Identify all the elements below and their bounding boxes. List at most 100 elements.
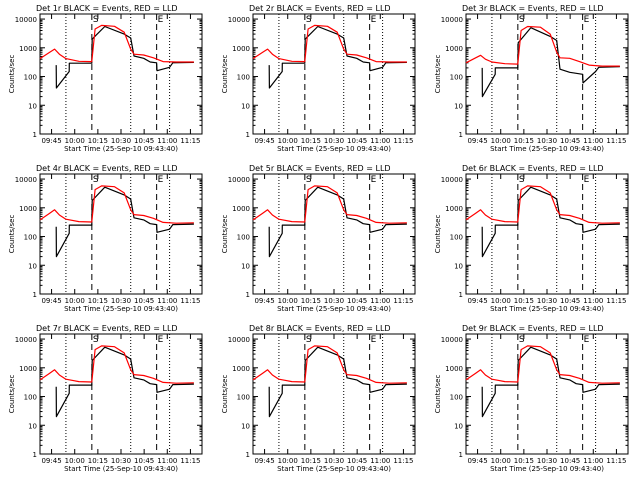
x-tick-label: 10:15	[301, 297, 321, 305]
series-lld-line	[465, 25, 620, 67]
x-tick-label: 10:15	[514, 137, 534, 145]
y-axis-label: Counts/sec	[8, 375, 16, 414]
plot-frame	[252, 173, 416, 295]
y-tick-label: 10000	[441, 336, 463, 344]
y-tick-label: 1000	[232, 365, 250, 373]
x-axis-label: Start Time (25-Sep-10 09:43:40)	[64, 305, 178, 313]
x-tick-label: 10:15	[88, 137, 108, 145]
chart-title: Det 8r BLACK = Events, RED = LLD	[249, 324, 391, 333]
y-tick-label: 1	[459, 451, 463, 459]
chart-panel: Det 1r BLACK = Events, RED = LLD 1 10 100 10…	[8, 4, 203, 153]
y-tick-label: 10000	[228, 16, 250, 24]
marker-s: S	[306, 335, 312, 345]
marker-s: S	[93, 15, 99, 25]
x-tick-label: 10:45	[347, 297, 367, 305]
y-tick-label: 1000	[232, 45, 250, 53]
x-tick-label: 10:15	[88, 457, 108, 465]
x-tick-label: 11:15	[606, 297, 626, 305]
marker-s: S	[519, 175, 525, 185]
marker-s: S	[519, 15, 525, 25]
x-tick-label: 10:15	[88, 297, 108, 305]
chart-panel: Det 3r BLACK = Events, RED = LLD 1 10 100 10…	[434, 4, 629, 153]
y-tick-label: 100	[450, 394, 463, 402]
chart-title: Det 4r BLACK = Events, RED = LLD	[36, 164, 178, 173]
x-tick-label: 10:45	[134, 457, 154, 465]
x-tick-label: 10:00	[278, 457, 298, 465]
x-tick-label: 11:15	[393, 457, 413, 465]
x-tick-label: 09:45	[254, 457, 274, 465]
y-tick-label: 10000	[441, 16, 463, 24]
x-tick-label: 10:15	[514, 457, 534, 465]
x-tick-label: 10:00	[491, 137, 511, 145]
x-tick-label: 10:45	[134, 137, 154, 145]
chart-title: Det 3r BLACK = Events, RED = LLD	[462, 4, 604, 13]
x-tick-label: 11:00	[583, 137, 603, 145]
x-tick-label: 09:45	[41, 297, 61, 305]
x-tick-label: 11:00	[370, 137, 390, 145]
y-axis-label: Counts/sec	[8, 55, 16, 94]
y-tick-label: 1	[246, 451, 250, 459]
x-tick-label: 10:15	[514, 297, 534, 305]
y-tick-label: 1	[33, 131, 37, 139]
y-tick-label: 100	[237, 394, 250, 402]
x-tick-label: 10:00	[491, 297, 511, 305]
y-tick-label: 100	[24, 234, 37, 242]
x-tick-label: 11:15	[180, 137, 200, 145]
x-tick-label: 11:00	[583, 297, 603, 305]
y-tick-label: 100	[237, 234, 250, 242]
plot-frame	[39, 13, 203, 135]
x-axis-label: Start Time (25-Sep-10 09:43:40)	[277, 305, 391, 313]
chart-panel: Det 9r BLACK = Events, RED = LLD 1 10 100 10…	[434, 324, 629, 473]
plot-frame	[39, 333, 203, 455]
x-tick-label: 11:15	[180, 297, 200, 305]
x-axis-label: Start Time (25-Sep-10 09:43:40)	[490, 465, 604, 473]
series-lld-line	[39, 24, 194, 63]
chart-title: Det 2r BLACK = Events, RED = LLD	[249, 4, 391, 13]
x-axis-label: Start Time (25-Sep-10 09:43:40)	[490, 305, 604, 313]
x-tick-label: 09:45	[41, 457, 61, 465]
series-events-line	[268, 346, 407, 418]
series-lld-line	[465, 345, 620, 384]
x-tick-label: 09:45	[467, 457, 487, 465]
y-tick-label: 10	[454, 262, 463, 270]
series-lld-line	[465, 185, 620, 224]
series-lld-line	[252, 345, 407, 384]
series-lld-line	[252, 185, 407, 224]
y-tick-label: 1	[246, 131, 250, 139]
chart-title: Det 6r BLACK = Events, RED = LLD	[462, 164, 604, 173]
x-tick-label: 10:00	[278, 297, 298, 305]
marker-s: S	[93, 335, 99, 345]
x-tick-label: 10:45	[560, 297, 580, 305]
x-tick-label: 10:45	[347, 457, 367, 465]
x-tick-label: 11:00	[157, 137, 177, 145]
series-lld-line	[39, 185, 194, 224]
x-tick-label: 09:45	[254, 137, 274, 145]
x-tick-label: 09:45	[467, 297, 487, 305]
marker-e: E	[371, 15, 377, 25]
x-tick-label: 10:00	[65, 457, 85, 465]
x-tick-label: 10:30	[537, 137, 557, 145]
x-tick-label: 10:00	[65, 297, 85, 305]
series-events-line	[268, 186, 407, 258]
x-axis-label: Start Time (25-Sep-10 09:43:40)	[277, 145, 391, 153]
marker-s: S	[519, 335, 525, 345]
y-tick-label: 10000	[228, 336, 250, 344]
y-tick-label: 10	[241, 262, 250, 270]
chart-panel: Det 4r BLACK = Events, RED = LLD 1 10 100 10…	[8, 164, 203, 313]
x-tick-label: 10:30	[324, 137, 344, 145]
y-tick-label: 1	[246, 291, 250, 299]
chart-title: Det 5r BLACK = Events, RED = LLD	[249, 164, 391, 173]
y-tick-label: 10000	[228, 176, 250, 184]
marker-e: E	[371, 175, 377, 185]
x-tick-label: 09:45	[467, 137, 487, 145]
series-events-line	[481, 27, 620, 98]
y-axis-label: Counts/sec	[221, 215, 229, 254]
x-tick-label: 10:30	[537, 457, 557, 465]
x-tick-label: 10:30	[111, 297, 131, 305]
chart-title: Det 1r BLACK = Events, RED = LLD	[36, 4, 178, 13]
series-events-line	[55, 346, 194, 418]
plot-frame	[465, 173, 629, 295]
x-tick-label: 11:15	[393, 137, 413, 145]
y-tick-label: 10	[241, 422, 250, 430]
marker-e: E	[158, 335, 164, 345]
